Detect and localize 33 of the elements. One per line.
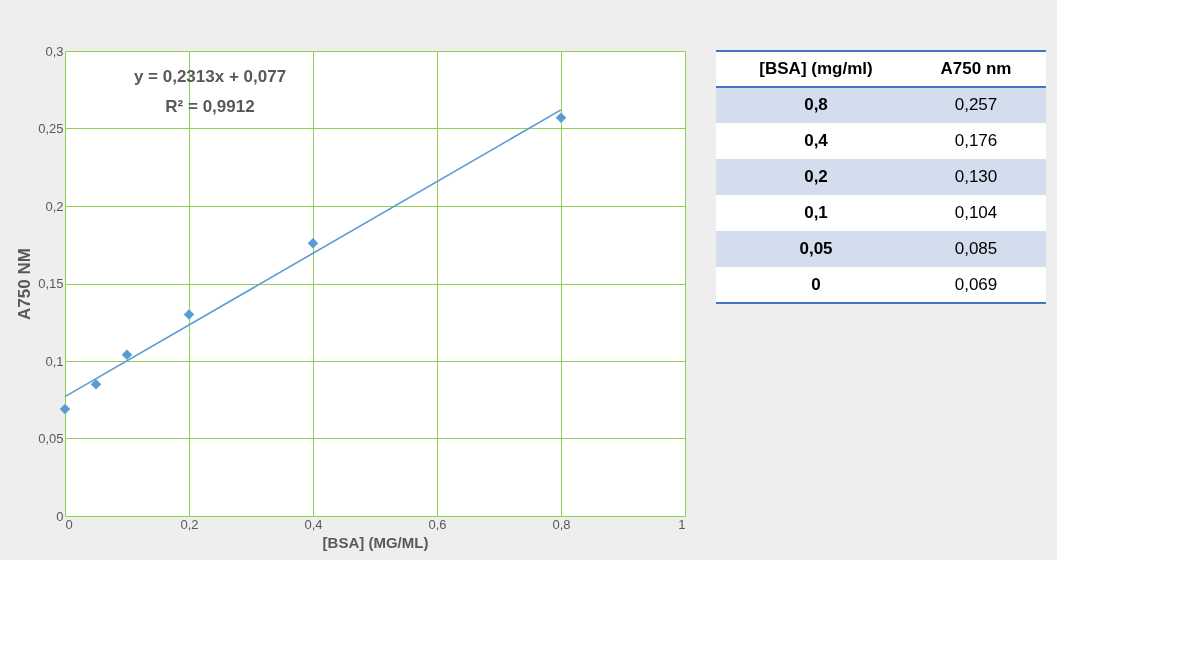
text: 0,257 <box>954 95 998 114</box>
point <box>183 309 195 320</box>
text: 0,2 <box>804 167 828 186</box>
text: 0,05 <box>799 239 833 258</box>
text: [BSA] (mg/ml) <box>759 59 873 78</box>
x-axis-title: [BSA] (MG/ML) <box>322 533 429 551</box>
y-axis-title: A750 NM <box>15 248 35 320</box>
y-tick-label: 0,15 <box>38 276 64 291</box>
x-tick-label: 0,4 <box>304 516 323 532</box>
point <box>555 112 567 123</box>
text: 0,176 <box>954 131 998 150</box>
text: 0,130 <box>954 167 998 186</box>
text: 0 <box>811 275 821 294</box>
y-tick-label: 0,05 <box>38 431 64 446</box>
y-tick-label: 0,1 <box>45 353 64 369</box>
y-tick-label: 0,2 <box>45 198 64 214</box>
x-tick-label: 0,2 <box>180 516 199 532</box>
x-tick-label: 1 <box>678 516 686 532</box>
point <box>121 349 133 361</box>
text: 0,104 <box>954 203 998 222</box>
text: 0,069 <box>954 275 998 294</box>
x-tick-label: 0,6 <box>428 516 447 532</box>
text: 0,085 <box>954 239 998 258</box>
y-tick-label: 0,25 <box>38 121 64 136</box>
text: 0,1 <box>804 203 828 222</box>
y-tick-label: 0,3 <box>45 43 64 59</box>
point <box>307 237 319 249</box>
x-tick-label: 0,8 <box>552 516 571 532</box>
text: 0,8 <box>804 95 828 114</box>
point <box>59 403 71 415</box>
text: 0,4 <box>804 131 829 150</box>
text: A750 nm <box>940 59 1012 78</box>
point <box>90 379 102 390</box>
